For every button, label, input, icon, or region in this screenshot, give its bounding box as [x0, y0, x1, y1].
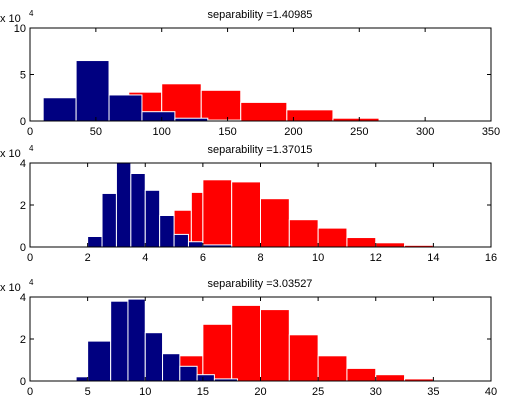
bars [87, 162, 478, 248]
histogram-bar [196, 374, 215, 382]
x-tick-label: 200 [284, 126, 302, 138]
histogram-bar [240, 101, 288, 122]
histogram-bar [231, 304, 261, 382]
x-tick-label: 150 [218, 126, 236, 138]
histogram-bar [110, 300, 129, 382]
histogram-bar [87, 340, 112, 382]
x-tick-label: 300 [416, 126, 434, 138]
x-tick-label: 30 [370, 386, 382, 398]
histogram-bar [108, 94, 143, 122]
histogram-bar [187, 241, 204, 248]
y-multiplier-label: x 10 [0, 282, 21, 294]
x-tick-label: 2 [85, 252, 91, 264]
panel-title: separability =3.03527 [208, 278, 313, 290]
histogram-bar [317, 227, 348, 248]
histogram-panel-3: 0 5 10 15 20 25 30 35 40 0 2 4 separability =3.03527… [0, 278, 497, 398]
y-tick-label: 2 [20, 334, 26, 346]
histogram-bar [346, 367, 377, 382]
histogram-bar [75, 376, 89, 382]
histogram-bar [173, 233, 189, 248]
histogram-bar [260, 309, 290, 382]
ticks: 0 2 4 6 8 10 12 14 16 0 2 4 [20, 158, 497, 264]
y-tick-label: 0 [20, 116, 26, 128]
panel-title: separability =1.40985 [208, 9, 313, 21]
histogram-panel-2: 0 2 4 6 8 10 12 14 16 0 2 4 separability =1.37015 x 1… [0, 144, 497, 264]
histogram-bar [202, 323, 233, 382]
bars [42, 60, 380, 122]
x-tick-label: 0 [27, 126, 33, 138]
x-tick-label: 6 [200, 252, 206, 264]
histogram-bar [87, 236, 103, 248]
histogram-bar [179, 365, 198, 382]
x-tick-label: 12 [370, 252, 382, 264]
x-tick-label: 15 [197, 386, 209, 398]
y-multiplier-exponent: 4 [29, 144, 34, 153]
y-tick-label: 10 [14, 23, 26, 35]
ticks: 0 5 10 15 20 25 30 35 40 0 2 4 [20, 292, 497, 398]
y-tick-label: 0 [20, 242, 26, 254]
histogram-bar [75, 60, 110, 122]
x-tick-label: 350 [482, 126, 500, 138]
x-tick-label: 35 [427, 386, 439, 398]
y-multiplier-exponent: 4 [29, 9, 34, 18]
histogram-bar [115, 162, 132, 248]
histogram-bar [288, 334, 319, 382]
x-tick-label: 20 [254, 386, 266, 398]
histogram-bar [346, 237, 377, 248]
x-tick-label: 5 [85, 386, 91, 398]
histogram-bar [231, 181, 261, 248]
x-tick-label: 0 [27, 252, 33, 264]
histogram-bar [200, 89, 242, 122]
y-tick-label: 2 [20, 200, 26, 212]
histogram-panel-1: 0 50 100 150 200 250 300 350 0 5 10 separability =1… [0, 9, 500, 138]
x-tick-label: 10 [312, 252, 324, 264]
histogram-bar [375, 374, 406, 382]
x-tick-label: 50 [90, 126, 102, 138]
bars [75, 298, 434, 382]
x-tick-label: 14 [427, 252, 439, 264]
y-tick-label: 4 [20, 158, 26, 170]
histogram-bar [144, 332, 164, 382]
x-tick-label: 8 [257, 252, 263, 264]
histogram-bar [144, 189, 161, 248]
histogram-bar [288, 219, 319, 248]
y-multiplier-label: x 10 [0, 13, 21, 25]
y-tick-label: 5 [20, 70, 26, 82]
histogram-bar [130, 173, 146, 248]
y-multiplier-label: x 10 [0, 148, 21, 160]
x-tick-label: 0 [27, 386, 33, 398]
histogram-bar [375, 242, 406, 248]
histogram-bar [190, 191, 204, 248]
histogram-bar [127, 298, 146, 382]
histogram-bar [202, 179, 233, 248]
x-tick-label: 4 [142, 252, 148, 264]
x-tick-label: 16 [485, 252, 497, 264]
x-tick-label: 40 [485, 386, 497, 398]
histogram-bar [42, 97, 77, 122]
histogram-bar [260, 198, 290, 248]
x-tick-label: 250 [350, 126, 368, 138]
histogram-bar [141, 111, 176, 122]
x-tick-label: 100 [153, 126, 171, 138]
histogram-bar [101, 192, 117, 248]
y-multiplier-exponent: 4 [29, 278, 34, 287]
x-tick-label: 25 [312, 386, 324, 398]
x-tick-label: 10 [139, 386, 151, 398]
ticks: 0 50 100 150 200 250 300 350 0 5 10 [14, 23, 500, 138]
y-tick-label: 0 [20, 376, 26, 388]
histogram-bar [317, 355, 348, 382]
y-tick-label: 4 [20, 292, 26, 304]
panel-title: separability =1.37015 [208, 144, 313, 156]
histogram-bar [159, 215, 175, 248]
histogram-bar [162, 353, 181, 382]
